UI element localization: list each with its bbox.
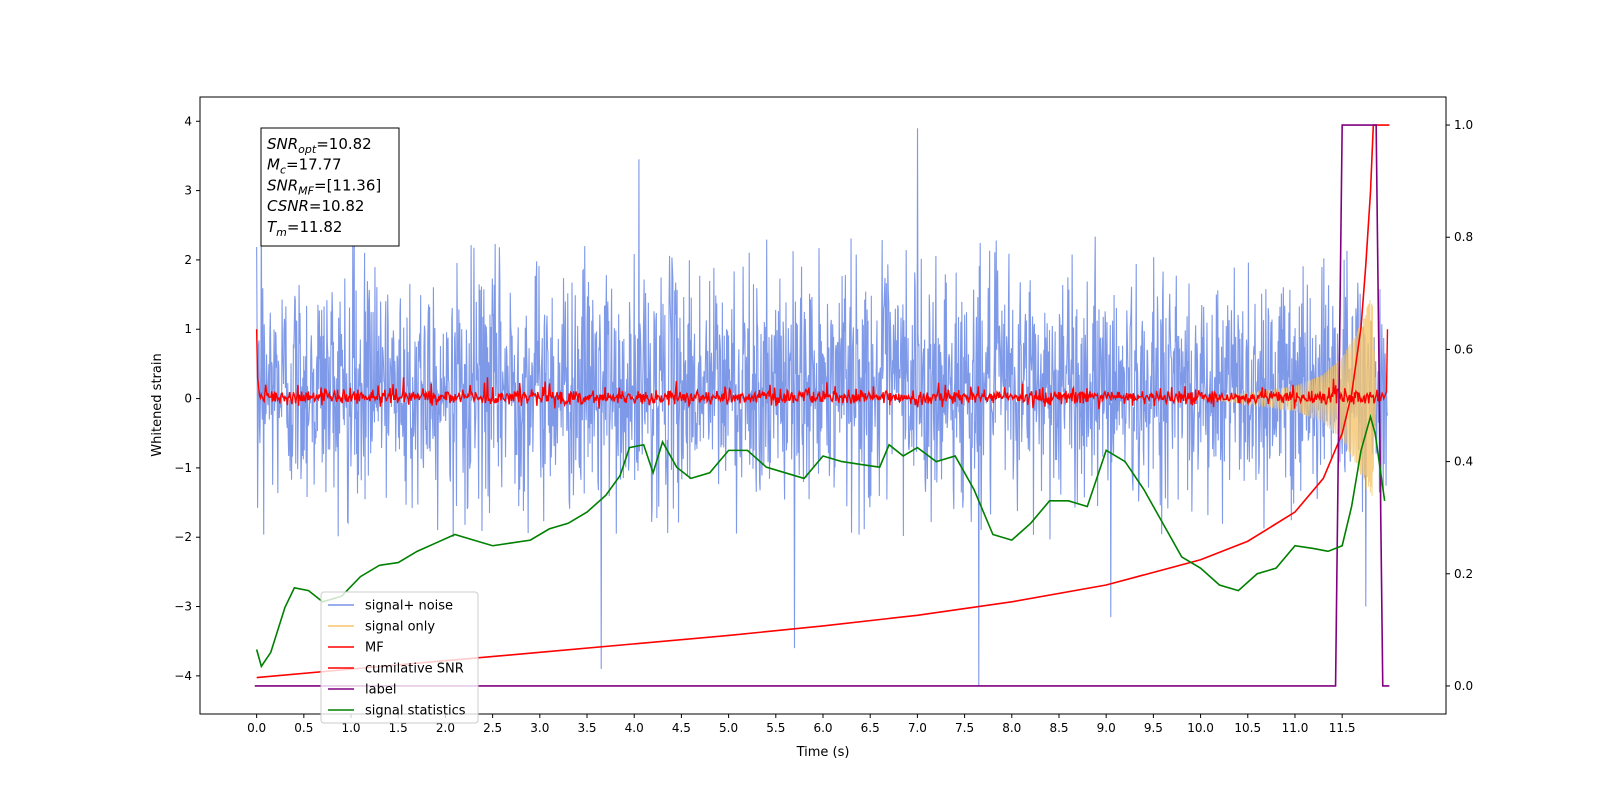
x-tick-label: 2.5 xyxy=(483,721,502,735)
y-tick-label: −3 xyxy=(174,600,192,614)
annotation-box: SNRopt=10.82Mc=17.77SNRMF=[11.36]CSNR=10… xyxy=(260,127,400,247)
x-tick-label: 8.0 xyxy=(1002,721,1021,735)
y2-tick-label: 1.0 xyxy=(1454,118,1473,132)
y-tick-label: −4 xyxy=(174,669,192,683)
y2-tick-label: 0.4 xyxy=(1454,455,1473,469)
y-tick-label: 0 xyxy=(184,392,192,406)
annotation-line: SNRopt=10.82 xyxy=(267,135,372,156)
legend-label: label xyxy=(365,683,396,698)
y-axis-label: Whitened strain xyxy=(150,353,165,456)
series-signal-noise-line xyxy=(256,128,1389,687)
y2-tick-label: 0.0 xyxy=(1454,679,1473,693)
x-tick-label: 4.5 xyxy=(672,721,691,735)
y-tick-label: −1 xyxy=(174,461,192,475)
x-tick-label: 2.0 xyxy=(436,721,455,735)
y2-tick-label: 0.8 xyxy=(1454,230,1473,244)
annotation-line: CSNR=10.82 xyxy=(267,197,364,215)
series-signal-statistics-line xyxy=(255,413,1386,669)
x-tick-label: 10.0 xyxy=(1187,721,1214,735)
x-tick-label: 6.0 xyxy=(813,721,832,735)
x-tick-label: 9.0 xyxy=(1097,721,1116,735)
legend-label: signal+ noise xyxy=(365,599,453,614)
legend-frame xyxy=(320,591,479,724)
series-cumulative-snr-line xyxy=(256,124,1390,679)
series-mf-line xyxy=(255,329,1389,410)
x-tick-label: 1.5 xyxy=(389,721,408,735)
x-tick-label: 10.5 xyxy=(1234,721,1261,735)
x-tick-label: 5.5 xyxy=(766,721,785,735)
x-tick-label: 5.0 xyxy=(719,721,738,735)
y-tick-label: −2 xyxy=(174,530,192,544)
y2-tick-label: 0.2 xyxy=(1454,567,1473,581)
series-signal-only-line xyxy=(1200,300,1377,496)
x-axis-label: Time (s) xyxy=(796,745,850,760)
x-tick-label: 8.5 xyxy=(1049,721,1068,735)
plot-area xyxy=(254,124,1390,687)
series-label-line xyxy=(254,124,1390,687)
x-tick-label: 11.5 xyxy=(1329,721,1356,735)
axis-ticks: 0.0 0.5 1.0 1.5 2.0 2.5 3.0 3.5 4.0 4.5 5.0 5.5 6.0 6… xyxy=(174,114,1473,735)
x-tick-label: 9.5 xyxy=(1144,721,1163,735)
x-tick-label: 6.5 xyxy=(861,721,880,735)
x-tick-label: 3.0 xyxy=(530,721,549,735)
annotation-line: Mc=17.77 xyxy=(267,156,342,177)
y-tick-label: 2 xyxy=(184,253,192,267)
annotation-line: Tm=11.82 xyxy=(267,218,342,239)
x-tick-label: 4.0 xyxy=(625,721,644,735)
y2-tick-label: 0.6 xyxy=(1454,342,1473,356)
y-tick-label: 3 xyxy=(184,184,192,198)
legend: signal+ noise signal only MF cumilative SNR… xyxy=(320,591,479,724)
x-tick-label: 0.5 xyxy=(294,721,313,735)
y-tick-label: 4 xyxy=(184,114,192,128)
x-tick-label: 3.5 xyxy=(577,721,596,735)
legend-label: signal statistics xyxy=(365,704,466,719)
y-tick-label: 1 xyxy=(184,322,192,336)
legend-label: cumilative SNR xyxy=(365,662,464,677)
x-tick-label: 11.0 xyxy=(1282,721,1309,735)
annotation-line: SNRMF=[11.36] xyxy=(267,176,381,197)
x-tick-label: 1.0 xyxy=(341,721,360,735)
legend-label: MF xyxy=(365,641,384,656)
legend-label: signal only xyxy=(365,620,435,635)
annotation-frame xyxy=(260,127,400,247)
x-tick-label: 7.5 xyxy=(955,721,974,735)
x-tick-label: 0.0 xyxy=(247,721,266,735)
x-tick-label: 7.0 xyxy=(908,721,927,735)
